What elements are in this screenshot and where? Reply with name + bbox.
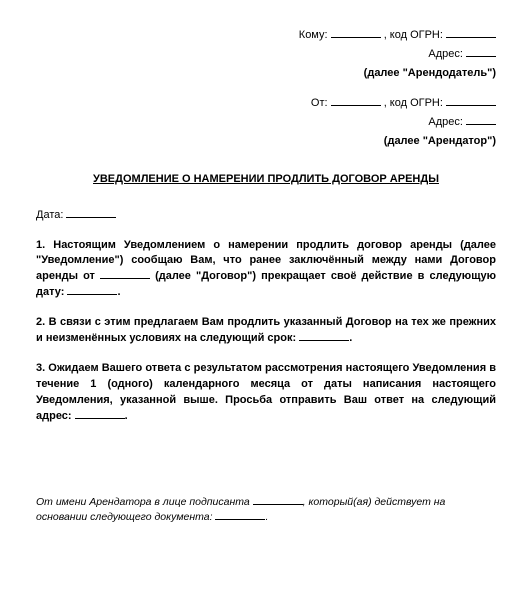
- reply-address-blank[interactable]: [75, 409, 125, 419]
- signatory-blank[interactable]: [253, 495, 303, 504]
- from-prefix: От:: [311, 97, 328, 109]
- sender-address-line: Адрес:: [36, 115, 496, 131]
- para3-text-b: .: [125, 410, 128, 422]
- sign-text-c: .: [265, 511, 268, 523]
- signature-block: От имени Арендатора в лице подписанта , …: [36, 495, 496, 525]
- document-title: УВЕДОМЛЕНИЕ О НАМЕРЕНИИ ПРОДЛИТЬ ДОГОВОР…: [36, 172, 496, 188]
- para2-text-a: 2. В связи с этим предлагаем Вам продлит…: [36, 316, 496, 344]
- recipient-block: Кому: , код ОГРН: Адрес: (далее "Арендод…: [36, 28, 496, 82]
- term-blank[interactable]: [299, 331, 349, 341]
- to-address-blank[interactable]: [466, 47, 496, 57]
- sign-text-a: От имени Арендатора в лице подписанта: [36, 496, 253, 508]
- para1-text-c: .: [117, 286, 120, 298]
- from-name-blank[interactable]: [331, 96, 381, 106]
- tenant-label: (далее "Арендатор"): [36, 134, 496, 150]
- address-label: Адрес:: [428, 48, 463, 60]
- landlord-label: (далее "Арендодатель"): [36, 66, 496, 82]
- date-blank[interactable]: [66, 208, 116, 218]
- end-date-blank[interactable]: [67, 285, 117, 295]
- recipient-line: Кому: , код ОГРН:: [36, 28, 496, 44]
- to-name-blank[interactable]: [331, 28, 381, 38]
- to-ogrn-blank[interactable]: [446, 28, 496, 38]
- paragraph-3: 3. Ожидаем Вашего ответа с результатом р…: [36, 361, 496, 425]
- date-label: Дата:: [36, 209, 63, 221]
- from-address-label: Адрес:: [428, 116, 463, 128]
- basis-doc-blank[interactable]: [215, 511, 265, 520]
- recipient-address-line: Адрес:: [36, 47, 496, 63]
- ogrn-label: , код ОГРН:: [384, 29, 443, 41]
- from-address-blank[interactable]: [466, 115, 496, 125]
- date-line: Дата:: [36, 208, 496, 224]
- from-ogrn-label: , код ОГРН:: [384, 97, 443, 109]
- to-prefix: Кому:: [299, 29, 328, 41]
- contract-date-blank[interactable]: [100, 269, 150, 279]
- paragraph-1: 1. Настоящим Уведомлением о намерении пр…: [36, 238, 496, 302]
- sender-line: От: , код ОГРН:: [36, 96, 496, 112]
- from-ogrn-blank[interactable]: [446, 96, 496, 106]
- paragraph-2: 2. В связи с этим предлагаем Вам продлит…: [36, 315, 496, 347]
- sender-block: От: , код ОГРН: Адрес: (далее "Арендатор…: [36, 96, 496, 150]
- para2-text-b: .: [349, 332, 352, 344]
